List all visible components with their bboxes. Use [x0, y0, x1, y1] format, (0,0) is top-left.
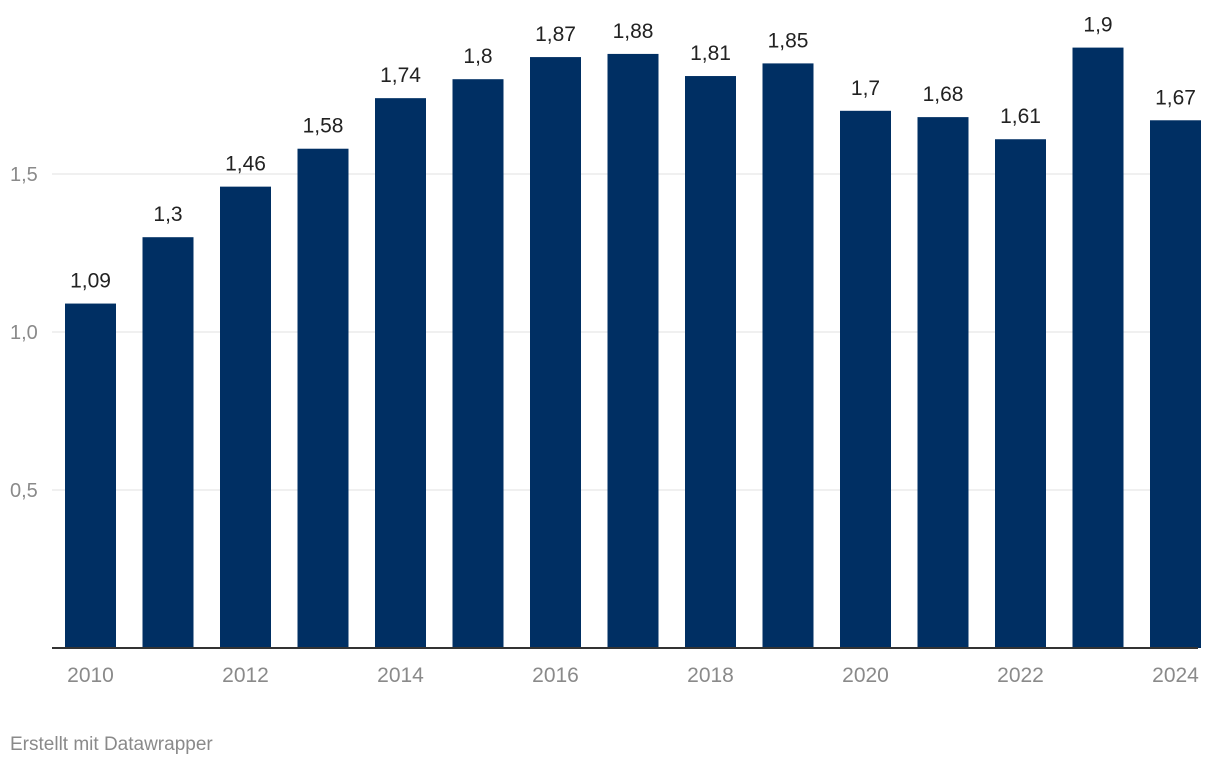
x-tick-label: 2024	[1152, 664, 1199, 687]
value-label: 1,9	[1083, 14, 1112, 37]
value-label: 1,67	[1155, 86, 1196, 109]
bar-2024	[1150, 120, 1201, 648]
x-tick-label: 2022	[997, 664, 1044, 687]
bars	[65, 47, 1201, 649]
x-tick-label: 2018	[687, 664, 734, 687]
y-axis-tick-labels: 0,5 1,0 1,5	[10, 164, 38, 502]
bar-2021	[917, 117, 969, 649]
value-label: 1,46	[225, 153, 266, 176]
value-label: 1,61	[1000, 105, 1041, 128]
bar-2019	[762, 63, 814, 648]
bar-2020	[840, 110, 891, 649]
value-label: 1,09	[70, 270, 111, 293]
bar-2018	[685, 76, 736, 649]
value-label: 1,58	[303, 115, 344, 138]
value-label: 1,8	[463, 45, 492, 68]
value-label: 1,74	[380, 64, 421, 87]
x-tick-label: 2010	[67, 664, 114, 687]
value-label: 1,7	[851, 77, 880, 100]
value-label: 1,3	[153, 203, 182, 226]
bar-2010	[65, 303, 116, 648]
x-tick-label: 2012	[222, 664, 269, 687]
bar-2017	[607, 53, 659, 649]
bar-2016	[530, 57, 581, 648]
credit-text: Erstellt mit Datawrapper	[10, 734, 213, 755]
x-axis-tick-labels: 2010 2012 2014 2016 2018 2020 2022 2024	[67, 664, 1199, 687]
bar-2015	[452, 79, 504, 648]
value-label: 1,85	[768, 29, 809, 52]
value-label: 1,81	[690, 42, 731, 65]
bar-2014	[375, 98, 426, 648]
x-tick-label: 2020	[842, 664, 889, 687]
bar-2022	[995, 139, 1046, 649]
value-label: 1,87	[535, 23, 576, 46]
y-tick-label: 1,0	[10, 322, 38, 344]
x-tick-label: 2014	[377, 664, 424, 687]
bar-2023	[1072, 47, 1124, 649]
value-labels: 1,09 1,3 1,46 1,58 1,74 1,8 1,87 1,88 1,81 1,85 1,…	[70, 14, 1196, 293]
y-tick-label: 1,5	[10, 164, 38, 186]
x-tick-label: 2016	[532, 664, 579, 687]
bar-2011	[142, 237, 194, 648]
value-label: 1,88	[613, 20, 654, 43]
y-tick-label: 0,5	[10, 480, 38, 502]
value-label: 1,68	[923, 83, 964, 106]
bar-chart: 0,5 1,0 1,5 1,09 1,3 1,46 1,58 1,74 1,8 1,87 1,88…	[10, 14, 1201, 687]
bar-2013	[297, 148, 349, 648]
bar-2012	[220, 186, 271, 648]
